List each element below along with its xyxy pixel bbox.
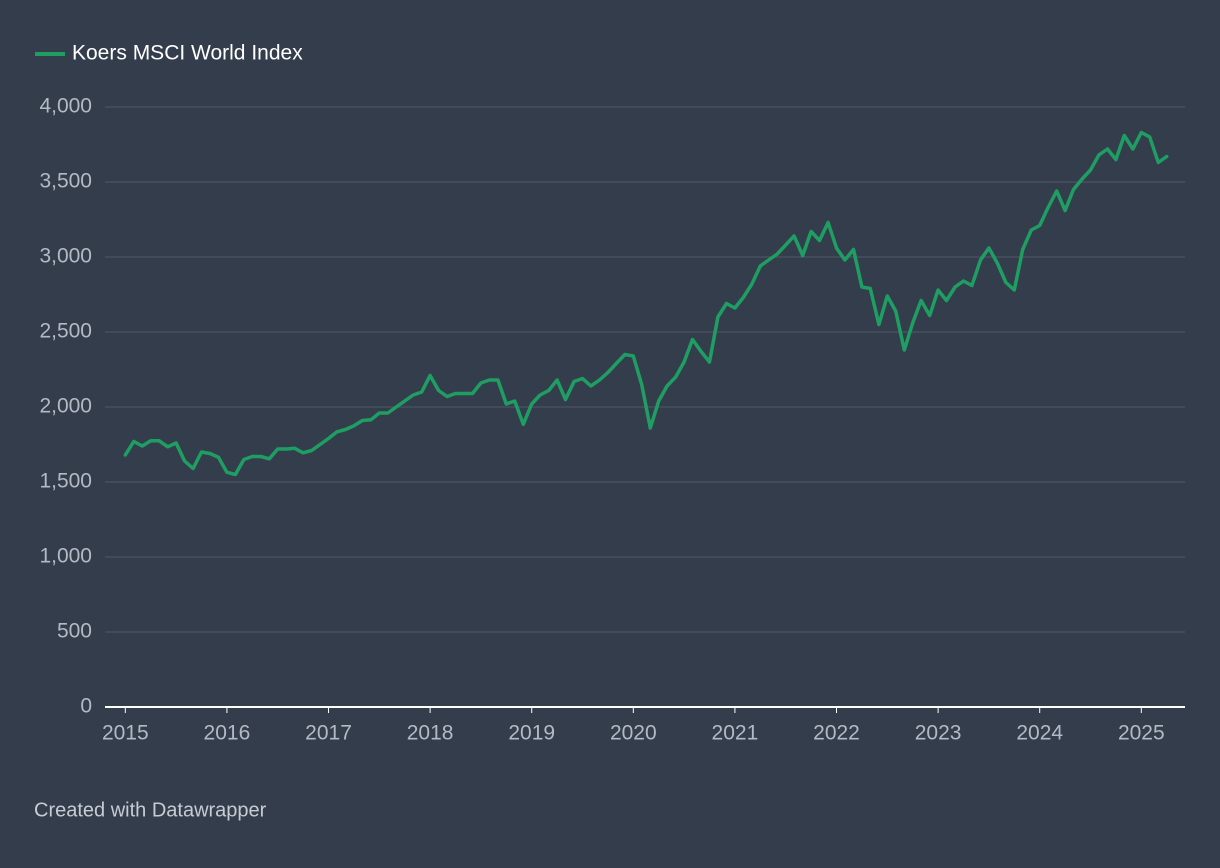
y-tick-label: 1,000 [39, 545, 92, 568]
y-tick-label: 2,000 [39, 395, 92, 418]
line [123, 130, 1169, 477]
x-tick-label: 2015 [102, 722, 149, 745]
x-tick-label: 2023 [915, 722, 962, 745]
y-tick-label: 3,500 [39, 170, 92, 193]
y-tick-label: 1,500 [39, 470, 92, 493]
footer: Created with Datawrapper [34, 799, 267, 821]
y-tick-label: 0 [80, 695, 92, 718]
x-tick-label: 2021 [712, 722, 759, 745]
y-tick-label: 500 [57, 620, 92, 643]
x-tick-label: 2019 [508, 722, 555, 745]
x-tick-label: 2020 [610, 722, 657, 745]
y-tick-label: 3,000 [39, 245, 92, 268]
y-tick-label: 2,500 [39, 320, 92, 343]
y-tick-label: 4,000 [39, 95, 92, 118]
x-tick-label: 2017 [305, 722, 352, 745]
x-tick-label: 2016 [204, 722, 251, 745]
x-tick-label: 2024 [1016, 722, 1063, 745]
x-tick-label: 2025 [1118, 722, 1165, 745]
legend-label: Koers MSCI World Index [72, 42, 303, 65]
x-tick-label: 2022 [813, 722, 860, 745]
x-tick-label: 2018 [407, 722, 454, 745]
